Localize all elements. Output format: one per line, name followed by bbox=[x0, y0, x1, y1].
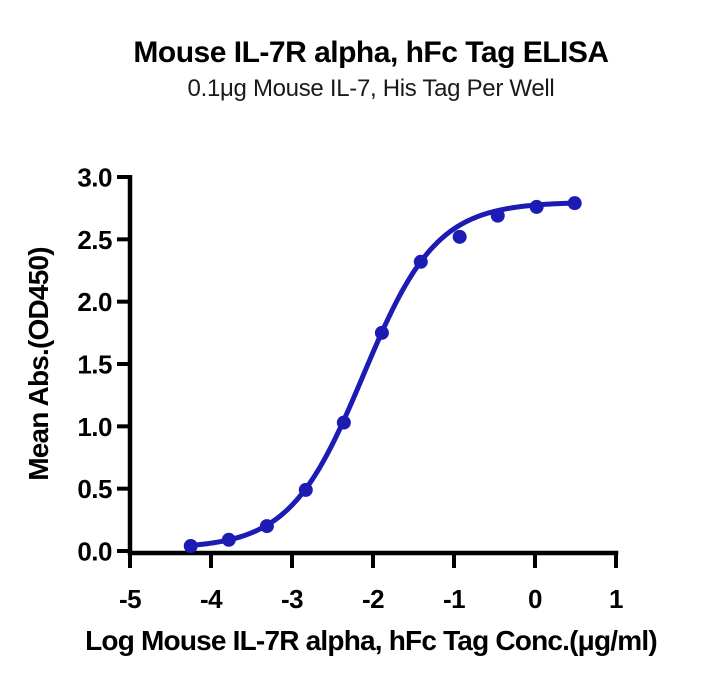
data-point-marker bbox=[259, 519, 274, 534]
x-tick-label: -2 bbox=[362, 584, 384, 614]
x-tick-label: 1 bbox=[609, 584, 623, 614]
x-axis-title: Log Mouse IL-7R alpha, hFc Tag Conc.(μg/… bbox=[85, 625, 657, 656]
data-point-marker bbox=[490, 208, 505, 223]
chart-title: Mouse IL-7R alpha, hFc Tag ELISA bbox=[133, 36, 608, 69]
y-tick-label: 1.0 bbox=[77, 412, 112, 442]
x-tick-label: 0 bbox=[528, 584, 542, 614]
data-point-marker bbox=[336, 415, 351, 430]
data-point-marker bbox=[452, 229, 467, 244]
chart-subtitle: 0.1μg Mouse IL-7, His Tag Per Well bbox=[188, 75, 555, 102]
data-point-marker bbox=[183, 539, 198, 554]
x-axis: -5 -4 -3 -2 -1 0 1 bbox=[119, 550, 624, 614]
fit-curve bbox=[188, 200, 578, 548]
data-point-marker bbox=[529, 199, 544, 214]
data-point-marker bbox=[221, 532, 236, 547]
y-tick-label: 3.0 bbox=[77, 163, 112, 193]
y-tick-label: 0.0 bbox=[77, 537, 112, 567]
y-tick-label: 2.5 bbox=[77, 225, 112, 255]
x-tick-label: -5 bbox=[119, 584, 141, 614]
x-tick-label: -4 bbox=[200, 584, 223, 614]
data-point-marker bbox=[567, 196, 582, 211]
data-points bbox=[183, 196, 582, 554]
data-point-marker bbox=[298, 482, 313, 497]
data-point-marker bbox=[413, 254, 428, 269]
y-axis: 0.0 0.5 1.0 1.5 2.0 2.5 3.0 bbox=[77, 163, 133, 567]
data-point-marker bbox=[374, 325, 389, 340]
y-tick-label: 1.5 bbox=[77, 350, 112, 380]
y-tick-label: 2.0 bbox=[77, 287, 112, 317]
y-axis-title: Mean Abs.(OD450) bbox=[23, 247, 54, 481]
x-tick-label: -3 bbox=[281, 584, 303, 614]
x-tick-label: -1 bbox=[443, 584, 465, 614]
y-tick-label: 0.5 bbox=[77, 474, 112, 504]
